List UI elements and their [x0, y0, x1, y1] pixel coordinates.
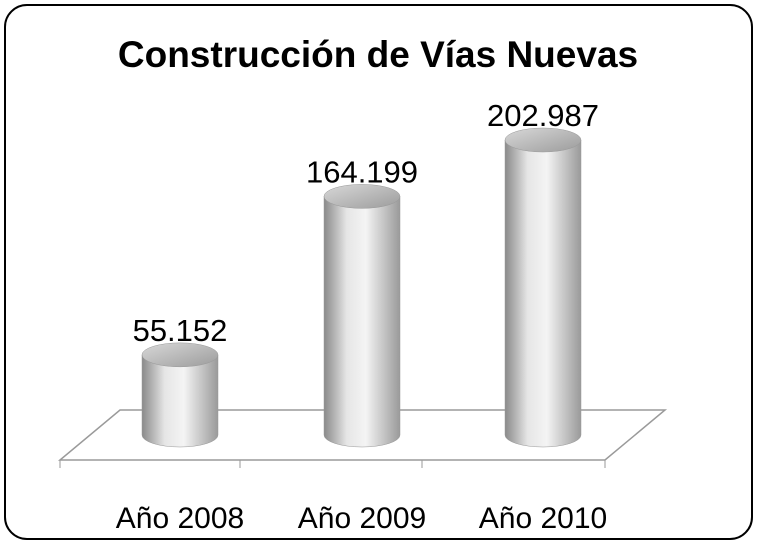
- value-label: 164.199: [306, 154, 418, 189]
- bar-top: [141, 342, 219, 368]
- value-label: 202.987: [487, 98, 599, 133]
- x-tick-label: Año 2008: [116, 502, 244, 535]
- bar-top: [504, 127, 582, 153]
- bar: [504, 139, 582, 448]
- chart-title: Construcción de Vías Nuevas: [118, 34, 638, 75]
- bar: [141, 354, 219, 448]
- x-tick-label: Año 2009: [298, 502, 426, 535]
- value-label: 55.152: [133, 313, 228, 348]
- bar-top: [323, 184, 401, 209]
- x-tick-label: Año 2010: [479, 502, 607, 535]
- bar: [323, 196, 401, 448]
